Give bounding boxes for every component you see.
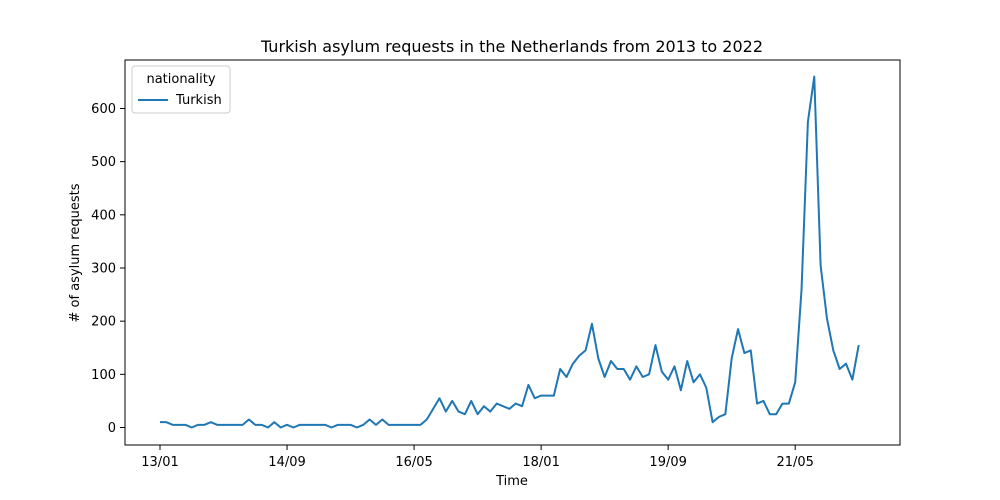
y-axis-label: # of asylum requests <box>68 183 83 322</box>
y-tick-label: 500 <box>91 155 116 170</box>
x-tick-label: 13/01 <box>141 455 178 470</box>
y-tick-label: 100 <box>91 368 116 383</box>
x-tick-label: 18/01 <box>522 455 559 470</box>
y-axis: 0 100 200 300 400 500 600 <box>91 102 125 436</box>
y-tick-label: 600 <box>91 102 116 117</box>
series-line-turkish <box>160 75 860 429</box>
legend-entry-turkish: Turkish <box>175 93 222 108</box>
x-tick-label: 16/05 <box>395 455 432 470</box>
y-tick-label: 200 <box>91 315 116 330</box>
x-tick-label: 21/05 <box>776 455 813 470</box>
legend: nationality Turkish <box>131 65 231 114</box>
x-axis-label: Time <box>495 474 528 489</box>
y-tick-label: 300 <box>91 261 116 276</box>
legend-box <box>131 65 231 114</box>
y-tick-label: 400 <box>91 208 116 223</box>
plot-frame <box>124 59 901 446</box>
x-tick-label: 14/09 <box>268 455 305 470</box>
legend-title: nationality <box>146 72 215 87</box>
y-tick-label: 0 <box>108 421 116 436</box>
x-tick-label: 19/09 <box>649 455 686 470</box>
chart-title: Turkish asylum requests in the Netherlan… <box>260 37 763 56</box>
plot-area <box>160 75 860 429</box>
x-axis: 13/01 14/09 16/05 18/01 19/09 21/05 <box>141 445 814 470</box>
